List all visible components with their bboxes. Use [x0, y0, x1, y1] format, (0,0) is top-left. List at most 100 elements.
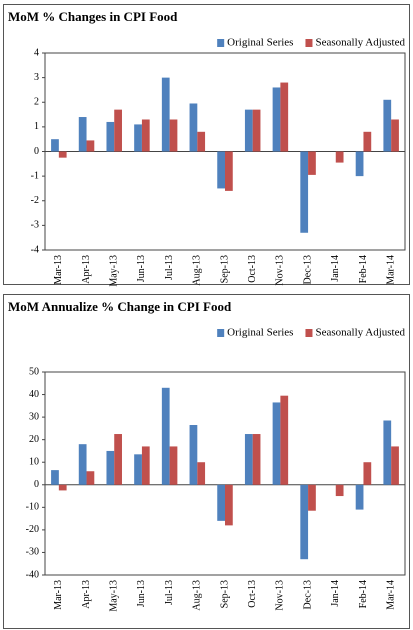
bar [161, 387, 170, 485]
bar [355, 151, 364, 177]
y-tick-label: 3 [34, 72, 39, 83]
chart-frame [3, 294, 410, 629]
y-tick-label: 1 [34, 121, 39, 132]
x-tick-label: Aug-13 [192, 580, 203, 611]
x-tick-label: Dec-13 [302, 580, 313, 609]
y-tick-label: 40 [29, 389, 39, 400]
bar [78, 117, 87, 152]
bar [189, 425, 198, 485]
bar [355, 484, 364, 510]
bar [363, 131, 372, 152]
legend-label: Seasonally Adjusted [315, 327, 405, 339]
bar [217, 484, 225, 521]
bar [280, 82, 289, 152]
legend-label: Original Series [227, 327, 293, 339]
x-tick-label: Jun-13 [136, 255, 147, 282]
bar [225, 151, 233, 191]
x-tick-label: Feb-14 [358, 255, 369, 283]
chart-title: MoM Annualize % Change in CPI Food [8, 299, 232, 314]
bar [272, 402, 281, 485]
chart-frame [3, 4, 410, 285]
x-tick-label: Oct-13 [247, 580, 258, 608]
x-tick-label: Jul-13 [164, 255, 175, 280]
bar [252, 109, 261, 152]
y-tick-label: -2 [31, 195, 39, 206]
x-tick-label: Jan-14 [330, 580, 341, 607]
x-tick-label: Dec-13 [302, 255, 313, 284]
bar [141, 119, 150, 152]
y-tick-label: -3 [31, 220, 39, 231]
bar [189, 103, 198, 152]
x-tick-label: Aug-13 [192, 255, 203, 286]
chart-title: MoM % Changes in CPI Food [8, 9, 178, 24]
x-tick-label: May-13 [109, 255, 120, 287]
y-tick-label: 0 [34, 146, 39, 157]
bar [391, 119, 399, 152]
x-tick-label: May-13 [109, 580, 120, 612]
bar [252, 434, 261, 485]
bar [86, 140, 95, 152]
bar [217, 151, 225, 189]
x-tick-label: Feb-14 [358, 580, 369, 608]
x-tick-label: Mar-14 [385, 255, 396, 285]
y-tick-label: -10 [26, 502, 39, 513]
bar [51, 139, 59, 152]
bar [363, 462, 372, 485]
x-tick-label: Sep-13 [219, 255, 230, 283]
y-tick-label: -30 [26, 547, 39, 558]
bar [300, 484, 309, 560]
bar [335, 151, 344, 163]
y-tick-label: 30 [29, 411, 39, 422]
bar [58, 151, 67, 158]
bar [300, 151, 309, 233]
y-tick-label: 4 [34, 47, 39, 58]
x-tick-label: Nov-13 [275, 580, 286, 611]
bar [134, 454, 142, 485]
bar [335, 484, 344, 497]
x-tick-label: Mar-13 [53, 580, 64, 610]
x-tick-label: Jun-13 [136, 580, 147, 607]
bar [141, 446, 150, 485]
legend-label: Seasonally Adjusted [315, 37, 405, 49]
bar [391, 446, 399, 485]
bar [225, 484, 233, 526]
bar [106, 450, 115, 485]
y-tick-label: -40 [26, 569, 39, 580]
y-tick-label: -4 [31, 244, 39, 255]
x-tick-label: Jul-13 [164, 580, 175, 605]
bar [272, 87, 281, 152]
bar [308, 484, 316, 511]
bar [383, 99, 392, 152]
bar [114, 109, 122, 152]
x-tick-label: Apr-13 [81, 580, 92, 609]
legend-swatch [217, 329, 225, 337]
y-tick-label: -1 [31, 170, 39, 181]
legend-swatch [305, 329, 313, 337]
bar [78, 444, 87, 485]
x-tick-label: Apr-13 [81, 255, 92, 284]
legend-label: Original Series [227, 37, 293, 49]
x-tick-label: Jan-14 [330, 255, 341, 282]
bar [197, 462, 206, 485]
bar [244, 434, 253, 485]
bar [383, 420, 392, 485]
y-tick-label: -20 [26, 524, 39, 535]
bar [51, 470, 59, 485]
x-tick-label: Sep-13 [219, 580, 230, 608]
plot-area [44, 371, 406, 576]
bar [169, 446, 178, 485]
bar [134, 124, 142, 152]
x-tick-label: Mar-13 [53, 255, 64, 285]
bar [86, 471, 95, 485]
bar [58, 484, 67, 491]
y-tick-label: 10 [29, 457, 39, 468]
y-tick-label: 20 [29, 434, 39, 445]
x-tick-label: Oct-13 [247, 255, 258, 283]
bar [308, 151, 316, 175]
legend-swatch [305, 39, 313, 47]
y-tick-label: 0 [34, 479, 39, 490]
bar [106, 121, 115, 152]
bar [280, 395, 289, 485]
